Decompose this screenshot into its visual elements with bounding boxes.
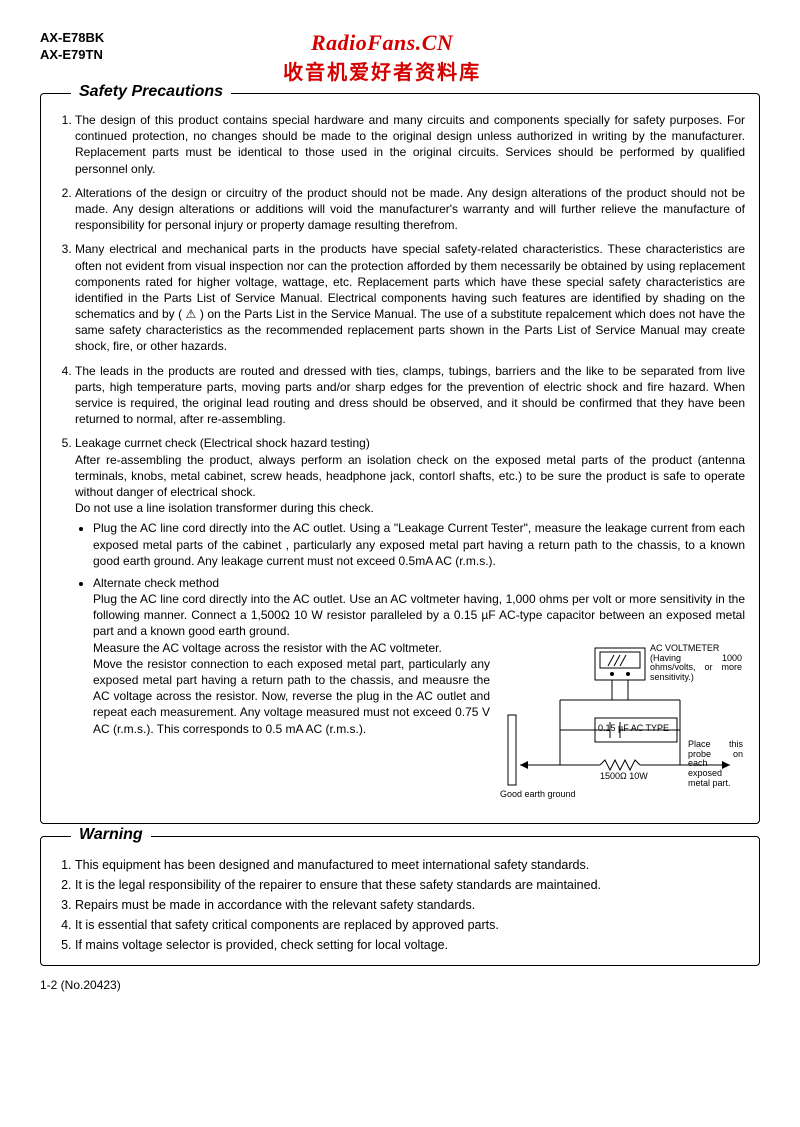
bullet-2: Alternate check method Plug the AC line …: [93, 575, 745, 805]
page: AX-E78BK AX-E79TN RadioFans.CN 收音机爱好者资料库…: [0, 0, 800, 1012]
resistor-label: 1500Ω 10W: [600, 772, 648, 782]
item5-intro: After re-assembling the product, always …: [75, 453, 745, 499]
brand: RadioFans.CN 收音机爱好者资料库: [4, 30, 760, 85]
header: AX-E78BK AX-E79TN RadioFans.CN 收音机爱好者资料库: [40, 30, 760, 85]
safety-item-5: Leakage currnet check (Electrical shock …: [75, 435, 745, 804]
warning-item-3: Repairs must be made in accordance with …: [75, 895, 745, 915]
warning-box: Warning This equipment has been designed…: [40, 836, 760, 966]
brand-chinese: 收音机爱好者资料库: [4, 56, 760, 85]
ground-label: Good earth ground: [500, 790, 576, 800]
page-footer: 1-2 (No.20423): [40, 978, 760, 992]
warning-item-4: It is essential that safety critical com…: [75, 915, 745, 935]
safety-list: The design of this product contains spec…: [55, 112, 745, 805]
bullet2-split: Measure the AC voltage across the resist…: [93, 640, 745, 805]
bullet2-text: Measure the AC voltage across the resist…: [93, 640, 490, 737]
safety-item-3: Many electrical and mechanical parts in …: [75, 241, 745, 354]
bullet2-a: Plug the AC line cord directly into the …: [93, 592, 745, 638]
bullet2-b: Measure the AC voltage across the resist…: [93, 641, 442, 655]
bullet2-title: Alternate check method: [93, 576, 219, 590]
brand-english: RadioFans.CN: [4, 30, 760, 56]
safety-item-4: The leads in the products are routed and…: [75, 363, 745, 428]
safety-precautions-box: Safety Precautions The design of this pr…: [40, 93, 760, 824]
voltmeter-label: AC VOLTMETER (Having 1000 ohms/volts, or…: [650, 644, 742, 684]
safety-item-1: The design of this product contains spec…: [75, 112, 745, 177]
item5-bullets: Plug the AC line cord directly into the …: [75, 520, 745, 804]
probe-label: Place this probe on each exposed metal p…: [688, 740, 743, 789]
item5-title: Leakage currnet check (Electrical shock …: [75, 436, 370, 450]
warning-title: Warning: [71, 826, 151, 844]
warning-item-5: If mains voltage selector is provided, c…: [75, 935, 745, 955]
leakage-test-diagram: AC VOLTMETER (Having 1000 ohms/volts, or…: [500, 640, 745, 805]
cap-label: 0.15 µF AC TYPE: [598, 724, 669, 734]
bullet2-c: Move the resistor connection to each exp…: [93, 657, 490, 736]
item5-note: Do not use a line isolation transformer …: [75, 501, 374, 515]
safety-title: Safety Precautions: [71, 83, 231, 101]
bullet-1: Plug the AC line cord directly into the …: [93, 520, 745, 569]
warning-item-2: It is the legal responsibility of the re…: [75, 875, 745, 895]
safety-item-2: Alterations of the design or circuitry o…: [75, 185, 745, 234]
warning-item-1: This equipment has been designed and man…: [75, 855, 745, 875]
warning-list: This equipment has been designed and man…: [55, 855, 745, 955]
